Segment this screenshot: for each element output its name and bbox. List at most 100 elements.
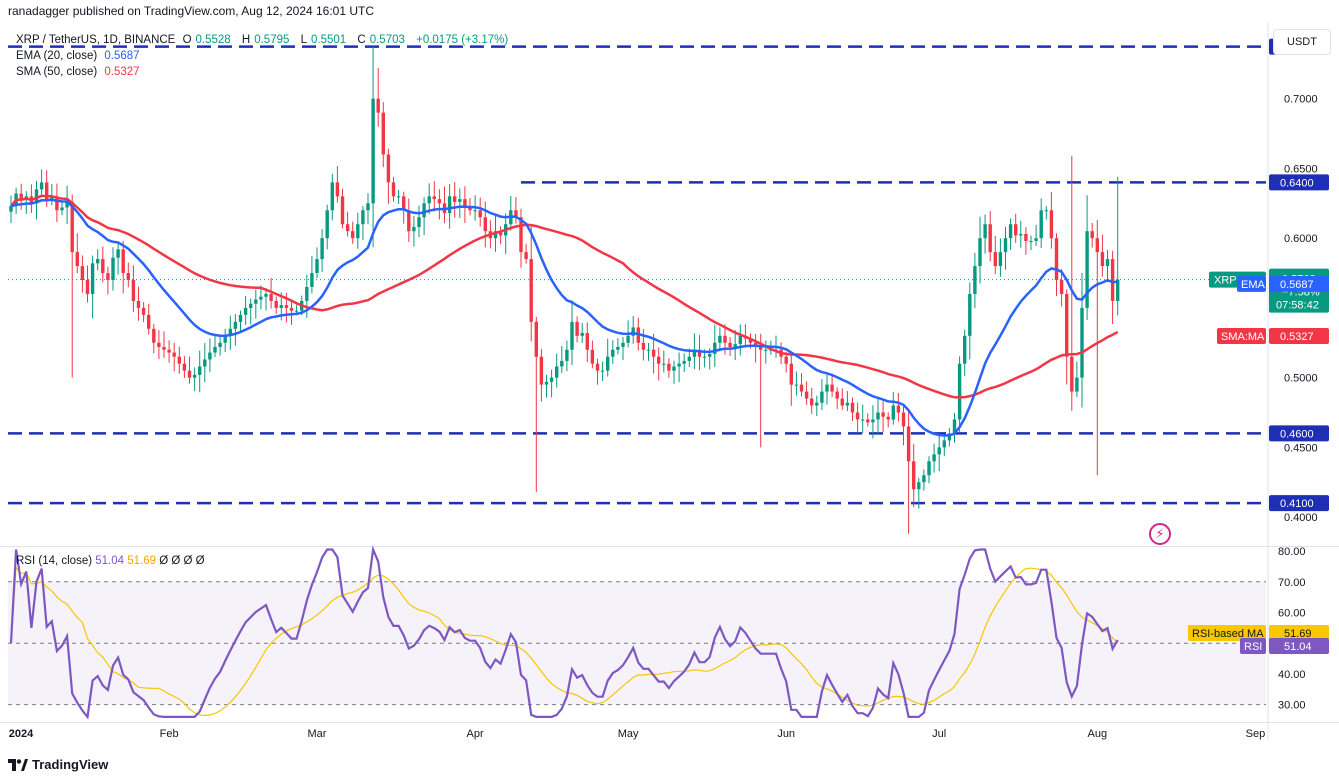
lightning-icon[interactable]: ⚡	[1149, 523, 1171, 545]
candle-body	[906, 426, 911, 462]
sma-badge-value: 0.5327	[1280, 331, 1314, 343]
open-label: O	[182, 34, 192, 46]
legend-ema-row[interactable]: EMA (20, close) 0.5687	[16, 48, 512, 64]
candle-body	[662, 363, 666, 365]
candle-body	[927, 461, 931, 476]
level-badge-bg	[1269, 425, 1329, 442]
candle-body	[412, 227, 416, 232]
candle-body	[840, 398, 844, 406]
candle-body	[361, 210, 365, 225]
candle-body	[45, 182, 49, 200]
low-label: L	[300, 34, 308, 46]
sma-label: SMA (50, close)	[16, 66, 98, 78]
rsi-ma-tag-bg	[1188, 625, 1266, 642]
candle-body	[203, 359, 207, 367]
candle-body	[223, 335, 227, 343]
time-tick-label: Jun	[777, 728, 795, 740]
ohlc-high: H 0.5795	[242, 34, 294, 46]
candle-body	[330, 182, 334, 211]
time-tick-label: May	[618, 728, 639, 740]
candle-body	[453, 196, 457, 202]
candle-body	[1044, 210, 1048, 212]
candle-body	[998, 252, 1003, 267]
rsi-ma-badge-bg	[1269, 625, 1329, 642]
candle-body	[871, 419, 875, 423]
candle-body	[1024, 233, 1028, 241]
candle-body	[391, 182, 396, 197]
candle-body	[789, 363, 793, 385]
candle-body	[269, 293, 273, 301]
candle-body	[111, 257, 115, 281]
candle-body	[386, 154, 391, 183]
time-tick-label: Jul	[932, 728, 946, 740]
candle-body	[427, 196, 431, 204]
candle-body	[963, 335, 967, 364]
legend-symbol-row: XRP / TetherUS, 1D, BINANCE O 0.5528 H 0.5…	[16, 32, 512, 48]
rsi-badge-value: 51.04	[1284, 641, 1312, 653]
candle-body	[616, 346, 620, 350]
candle-body	[600, 370, 605, 372]
candle-body	[728, 342, 732, 347]
level-badge-bg	[1269, 174, 1329, 191]
candle-body	[611, 349, 615, 357]
candle-body	[529, 259, 533, 322]
candle-body	[402, 196, 406, 211]
candle-body	[1065, 293, 1069, 357]
candle-body	[356, 224, 360, 239]
candle-body	[1034, 238, 1038, 241]
candle-body	[192, 374, 197, 378]
candle-body	[50, 196, 54, 200]
candle-body	[473, 210, 477, 212]
level-badge-bg	[1269, 495, 1329, 512]
legend-sma-row[interactable]: SMA (50, close) 0.5327	[16, 64, 512, 80]
candle-body	[320, 238, 324, 260]
candle-body	[1070, 356, 1074, 392]
candle-body	[544, 381, 549, 385]
candle-body	[580, 333, 584, 336]
candle-body	[478, 210, 482, 218]
candle-body	[284, 305, 289, 308]
symbol-title[interactable]: XRP / TetherUS, 1D, BINANCE	[16, 34, 176, 46]
rsi-tick-label: 60.00	[1278, 608, 1306, 620]
high-value: 0.5795	[254, 34, 290, 46]
candle-body	[932, 454, 936, 462]
currency-unit-button[interactable]: USDT	[1273, 29, 1331, 55]
candle-body	[667, 363, 671, 371]
ohlc-change: +0.0175 (+3.17%)	[416, 34, 509, 46]
candle-body	[417, 217, 421, 228]
candle-body	[106, 273, 110, 281]
candle-body	[187, 370, 192, 378]
rsi-ma-badge-value: 51.69	[1284, 628, 1312, 640]
candle-body	[19, 193, 23, 200]
candle-body	[437, 199, 442, 204]
rsi-line	[9, 545, 1119, 720]
rsi-legend-extra: Ø Ø Ø Ø	[159, 555, 205, 567]
rsi-legend[interactable]: RSI (14, close) 51.04 51.69 Ø Ø Ø Ø	[16, 555, 205, 567]
candle-body	[274, 300, 278, 308]
candle-body	[1095, 238, 1099, 253]
candle-body	[677, 363, 681, 367]
candle-body	[213, 346, 217, 353]
candle-body	[723, 335, 727, 343]
ema-badge-value: 0.5687	[1280, 279, 1314, 291]
candle-body	[866, 419, 870, 423]
candle-body	[539, 356, 544, 385]
time-tick-label: Feb	[160, 728, 179, 740]
candle-body	[942, 440, 946, 448]
candle-body	[233, 321, 238, 329]
sma-line	[10, 194, 1119, 399]
candle-body	[294, 310, 299, 312]
candle-body	[34, 189, 39, 204]
candle-body	[101, 259, 105, 274]
level-badge-label: 0.4600	[1280, 428, 1314, 440]
candle-body	[825, 384, 829, 392]
candle-body	[264, 293, 268, 297]
ema-value: 0.5687	[104, 50, 140, 62]
candle-body	[917, 482, 921, 490]
candle-body	[718, 335, 722, 343]
candle-body	[70, 201, 74, 253]
candle-body	[657, 356, 661, 364]
candle-body	[764, 349, 768, 351]
ema-badge-bg	[1269, 275, 1329, 292]
